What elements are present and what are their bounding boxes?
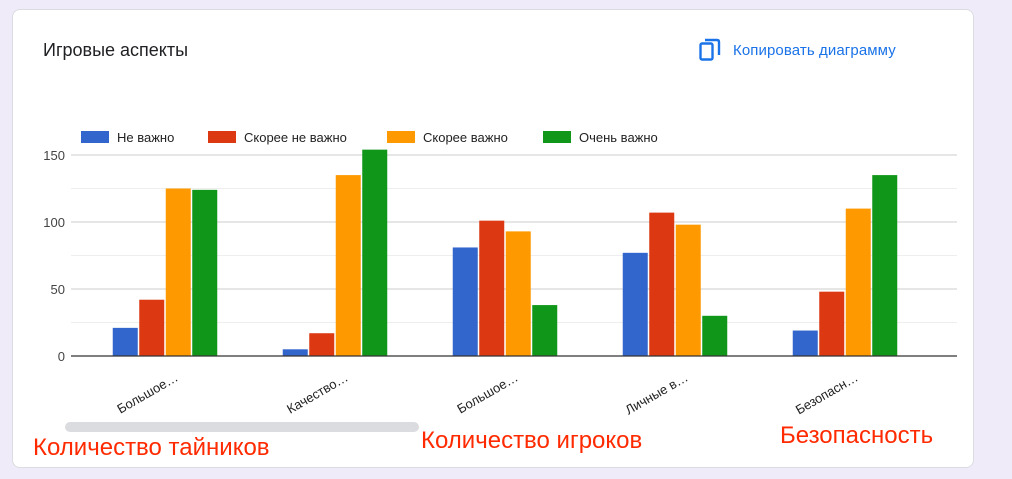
- bar: [845, 208, 871, 356]
- x-tick-label: Безопасн…: [793, 370, 861, 418]
- bar: [649, 212, 675, 356]
- bar: [505, 231, 531, 356]
- bar: [309, 333, 335, 356]
- annotation-safety: Безопасность: [780, 422, 934, 449]
- horizontal-scrollbar[interactable]: [65, 422, 419, 432]
- bar-chart: 0 50 100 150 Большое… Качество… Большое… Личные…: [43, 130, 957, 418]
- chart-title: Игровые аспекты: [43, 40, 189, 60]
- bar: [139, 299, 165, 356]
- annotation-players: Количество игроков: [421, 427, 643, 454]
- y-tick-label: 0: [58, 349, 65, 364]
- bar: [112, 327, 138, 356]
- legend-label: Не важно: [117, 130, 174, 145]
- x-tick-label: Качество…: [284, 370, 350, 417]
- x-tick-label: Личные в…: [623, 370, 691, 418]
- bar: [792, 330, 818, 356]
- legend-swatch: [387, 131, 415, 143]
- copy-chart-button[interactable]: Копировать диаграмму: [699, 36, 896, 64]
- y-tick-label: 150: [43, 148, 65, 163]
- legend-swatch: [81, 131, 109, 143]
- x-tick-label: Большое…: [114, 370, 180, 417]
- copy-chart-label: Копировать диаграмму: [733, 41, 896, 59]
- bar: [362, 149, 388, 356]
- bar: [702, 315, 728, 356]
- chart-card: Игровые аспекты Копировать диаграмму 0 50…: [12, 9, 974, 468]
- bar: [532, 305, 558, 356]
- y-tick-label: 50: [51, 282, 65, 297]
- legend-label: Скорее важно: [423, 130, 508, 145]
- x-tick-label: Большое…: [454, 370, 520, 417]
- bar: [819, 291, 845, 356]
- bar: [675, 224, 701, 356]
- copy-icon: [699, 38, 721, 62]
- legend-swatch: [543, 131, 571, 143]
- bar: [872, 175, 898, 356]
- bar: [622, 252, 648, 356]
- bar: [165, 188, 191, 356]
- legend-swatch: [208, 131, 236, 143]
- legend-label: Очень важно: [579, 130, 658, 145]
- annotation-caches: Количество тайников: [33, 434, 270, 461]
- y-tick-label: 100: [43, 215, 65, 230]
- bar: [335, 175, 361, 356]
- legend-label: Скорее не важно: [244, 130, 347, 145]
- bar: [282, 349, 308, 356]
- bar: [192, 189, 218, 356]
- bar: [452, 247, 478, 356]
- bar: [479, 220, 505, 356]
